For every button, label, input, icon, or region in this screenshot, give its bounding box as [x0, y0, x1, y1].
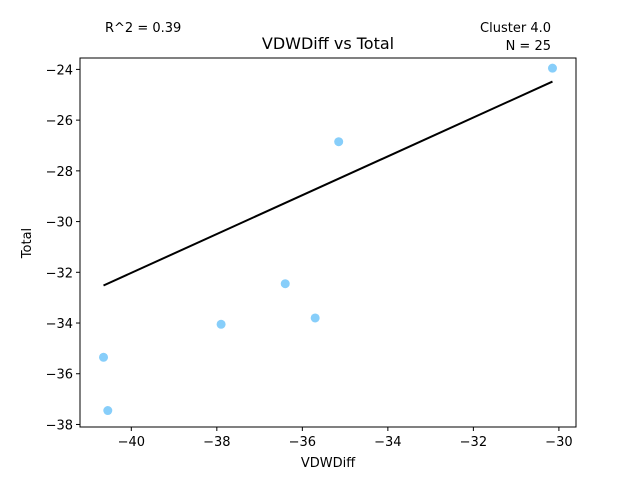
- x-tick-label: −36: [289, 435, 316, 450]
- x-tick-label: −38: [203, 435, 230, 450]
- data-point: [334, 137, 344, 147]
- data-point: [99, 352, 109, 362]
- y-tick-label: −30: [46, 216, 73, 231]
- regression-line: [103, 80, 553, 287]
- plot-frame: [79, 57, 577, 428]
- x-tick-label: −34: [374, 435, 401, 450]
- cluster-annotation: Cluster 4.0: [480, 21, 551, 36]
- y-axis: −38 −36 −34 −32 −30 −28 −26 −24: [46, 63, 80, 433]
- y-tick-label: −36: [46, 368, 73, 383]
- x-tick-label: −32: [460, 435, 487, 450]
- x-tick-label: −30: [545, 435, 572, 450]
- y-tick-label: −28: [46, 165, 73, 180]
- data-point: [547, 63, 557, 73]
- y-tick-label: −32: [46, 266, 73, 281]
- x-axis-label: VDWDiff: [301, 456, 356, 471]
- r-squared-annotation: R^2 = 0.39: [105, 21, 181, 36]
- y-tick-label: −38: [46, 418, 73, 433]
- data-point: [310, 313, 320, 323]
- n-annotation: N = 25: [506, 39, 551, 54]
- x-axis: −40 −38 −36 −34 −32 −30: [118, 427, 573, 450]
- plot-content: [99, 63, 557, 416]
- x-tick-label: −40: [118, 435, 145, 450]
- chart-title: VDWDiff vs Total: [262, 34, 394, 53]
- data-point: [103, 406, 113, 416]
- data-point: [216, 319, 226, 329]
- y-tick-label: −26: [46, 114, 73, 129]
- y-axis-label: Total: [20, 228, 35, 259]
- y-tick-label: −24: [46, 63, 73, 78]
- y-tick-label: −34: [46, 317, 73, 332]
- data-point: [280, 279, 290, 289]
